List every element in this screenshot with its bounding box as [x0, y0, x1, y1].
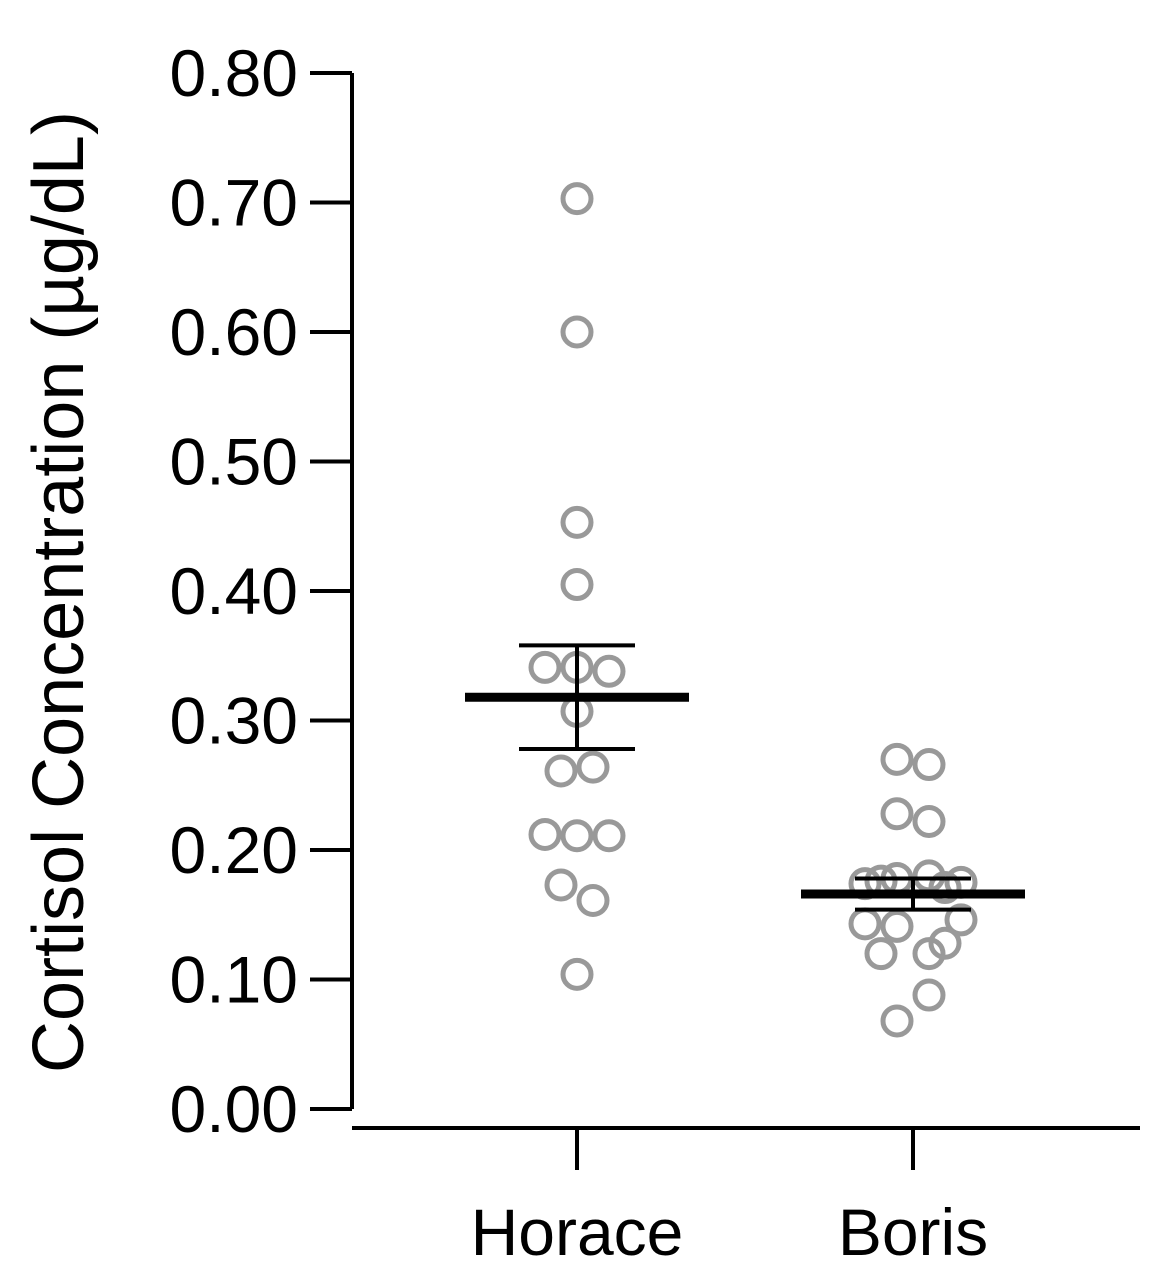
y-tick-label: 0.10 — [170, 943, 298, 1017]
data-point — [560, 568, 594, 602]
y-tick-label: 0.60 — [170, 295, 298, 369]
data-point — [864, 937, 898, 971]
data-point — [544, 868, 578, 902]
data-point — [880, 797, 914, 831]
y-tick-label: 0.80 — [170, 36, 298, 110]
y-tick-label: 0.30 — [170, 684, 298, 758]
data-point — [560, 505, 594, 539]
data-point — [912, 978, 946, 1012]
data-point — [880, 742, 914, 776]
y-tick-label: 0.20 — [170, 813, 298, 887]
data-point — [528, 650, 562, 684]
y-axis-title-group: Cortisol Concentration (µg/dL) — [19, 111, 99, 1073]
x-category-label: Horace — [471, 1195, 684, 1269]
data-point — [560, 957, 594, 991]
y-tick-label: 0.00 — [170, 1072, 298, 1146]
data-point — [880, 909, 914, 943]
y-tick-label: 0.70 — [170, 166, 298, 240]
data-point — [560, 315, 594, 349]
x-category-label: Boris — [838, 1195, 988, 1269]
axes — [350, 73, 1140, 1130]
data-point — [528, 817, 562, 851]
data-point — [928, 871, 962, 905]
data-point — [576, 750, 610, 784]
data-point — [592, 654, 626, 688]
data-point — [592, 819, 626, 853]
data-point — [544, 754, 578, 788]
data-point — [560, 819, 594, 853]
summary-bars — [465, 643, 1025, 912]
data-point — [880, 1004, 914, 1038]
data-point — [560, 182, 594, 216]
y-tick-label: 0.40 — [170, 554, 298, 628]
y-axis-title: Cortisol Concentration (µg/dL) — [19, 111, 99, 1073]
tick-group: 0.00 0.10 0.20 0.30 0.40 0.50 0.60 0.70 0.80 Hora… — [170, 36, 989, 1269]
data-point — [912, 748, 946, 782]
data-points — [528, 182, 978, 1038]
data-point — [912, 805, 946, 839]
data-point — [928, 926, 962, 960]
y-tick-label: 0.50 — [170, 425, 298, 499]
data-point — [944, 903, 978, 937]
data-point — [576, 884, 610, 918]
data-point — [848, 907, 882, 941]
